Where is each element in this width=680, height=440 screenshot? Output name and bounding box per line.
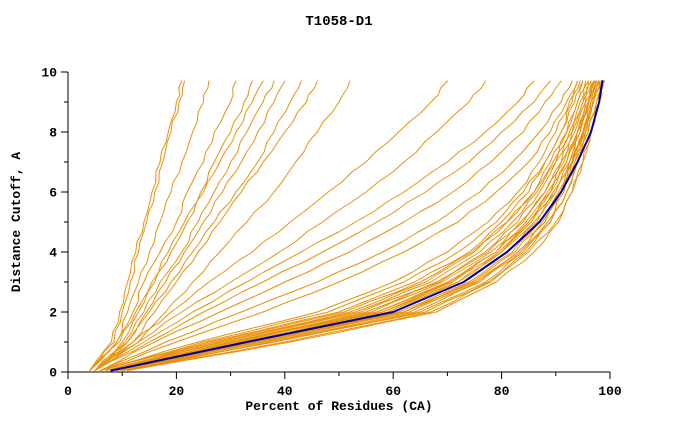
model-curve	[94, 80, 551, 371]
y-tick-label: 6	[49, 186, 57, 201]
model-curve	[94, 80, 264, 371]
plot-title: T1058-D1	[305, 14, 372, 30]
y-tick-label: 10	[41, 66, 57, 81]
model-curve	[94, 80, 275, 371]
model-curve	[94, 80, 318, 371]
model-curve	[89, 80, 185, 371]
model-curve	[94, 80, 286, 371]
model-curve	[100, 80, 578, 371]
model-curve	[94, 80, 448, 371]
x-tick-label: 80	[494, 384, 510, 399]
model-curve	[94, 80, 486, 371]
model-curve	[94, 80, 535, 371]
model-curve	[105, 80, 589, 371]
y-tick-label: 0	[49, 366, 57, 381]
model-curve	[94, 80, 351, 371]
x-tick-label: 20	[169, 384, 185, 399]
model-curve	[110, 80, 592, 371]
model-curve	[89, 80, 237, 371]
model-curve	[94, 80, 302, 371]
y-axis-label: Distance Cutoff, A	[9, 152, 24, 293]
model-curve	[116, 80, 599, 371]
model-curve	[110, 80, 597, 371]
y-tick-label: 4	[49, 246, 57, 261]
y-tick-label: 2	[49, 306, 57, 321]
model-curve	[110, 80, 595, 371]
model-curve	[100, 80, 581, 371]
model-curve	[89, 80, 210, 371]
model-curve	[100, 80, 584, 371]
model-curve	[121, 80, 603, 371]
x-axis-label: Percent of Residues (CA)	[245, 399, 432, 414]
x-tick-label: 0	[64, 384, 72, 399]
model-curve	[105, 80, 587, 371]
model-curve	[89, 80, 253, 371]
model-curve	[100, 80, 573, 371]
model-curve	[110, 80, 595, 371]
highlighted-model-curve	[110, 80, 604, 372]
x-tick-label: 40	[277, 384, 293, 399]
x-tick-label: 60	[385, 384, 401, 399]
model-curve	[89, 80, 183, 371]
model-curve	[100, 80, 562, 371]
y-tick-label: 8	[49, 126, 57, 141]
model-curve	[110, 80, 592, 371]
model-curve	[100, 80, 578, 371]
x-tick-label: 100	[598, 384, 622, 399]
model-curve	[110, 80, 595, 371]
